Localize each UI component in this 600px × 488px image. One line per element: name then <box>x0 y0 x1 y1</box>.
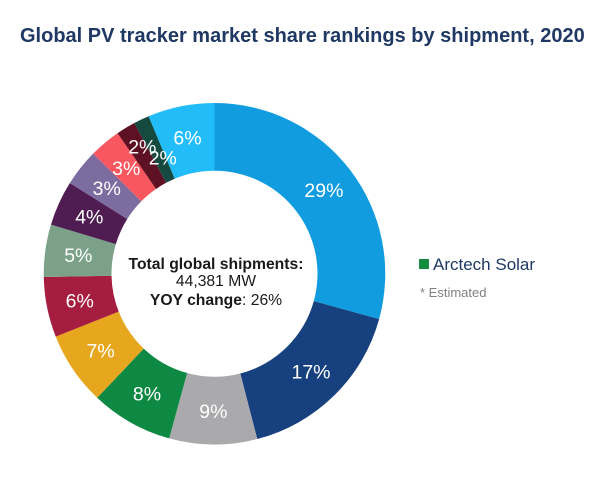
svg-text:8%: 8% <box>133 383 161 405</box>
svg-text:3%: 3% <box>112 158 140 180</box>
svg-text:9%: 9% <box>199 401 227 423</box>
svg-text:4%: 4% <box>75 207 103 229</box>
svg-text:6%: 6% <box>66 291 94 313</box>
svg-text:2%: 2% <box>128 136 156 158</box>
svg-text:29%: 29% <box>304 180 343 202</box>
svg-text:2%: 2% <box>149 147 177 169</box>
svg-text:17%: 17% <box>291 362 330 384</box>
svg-text:6%: 6% <box>173 127 201 149</box>
svg-text:7%: 7% <box>87 341 115 363</box>
svg-text:5%: 5% <box>64 245 92 267</box>
svg-text:3%: 3% <box>93 178 121 200</box>
